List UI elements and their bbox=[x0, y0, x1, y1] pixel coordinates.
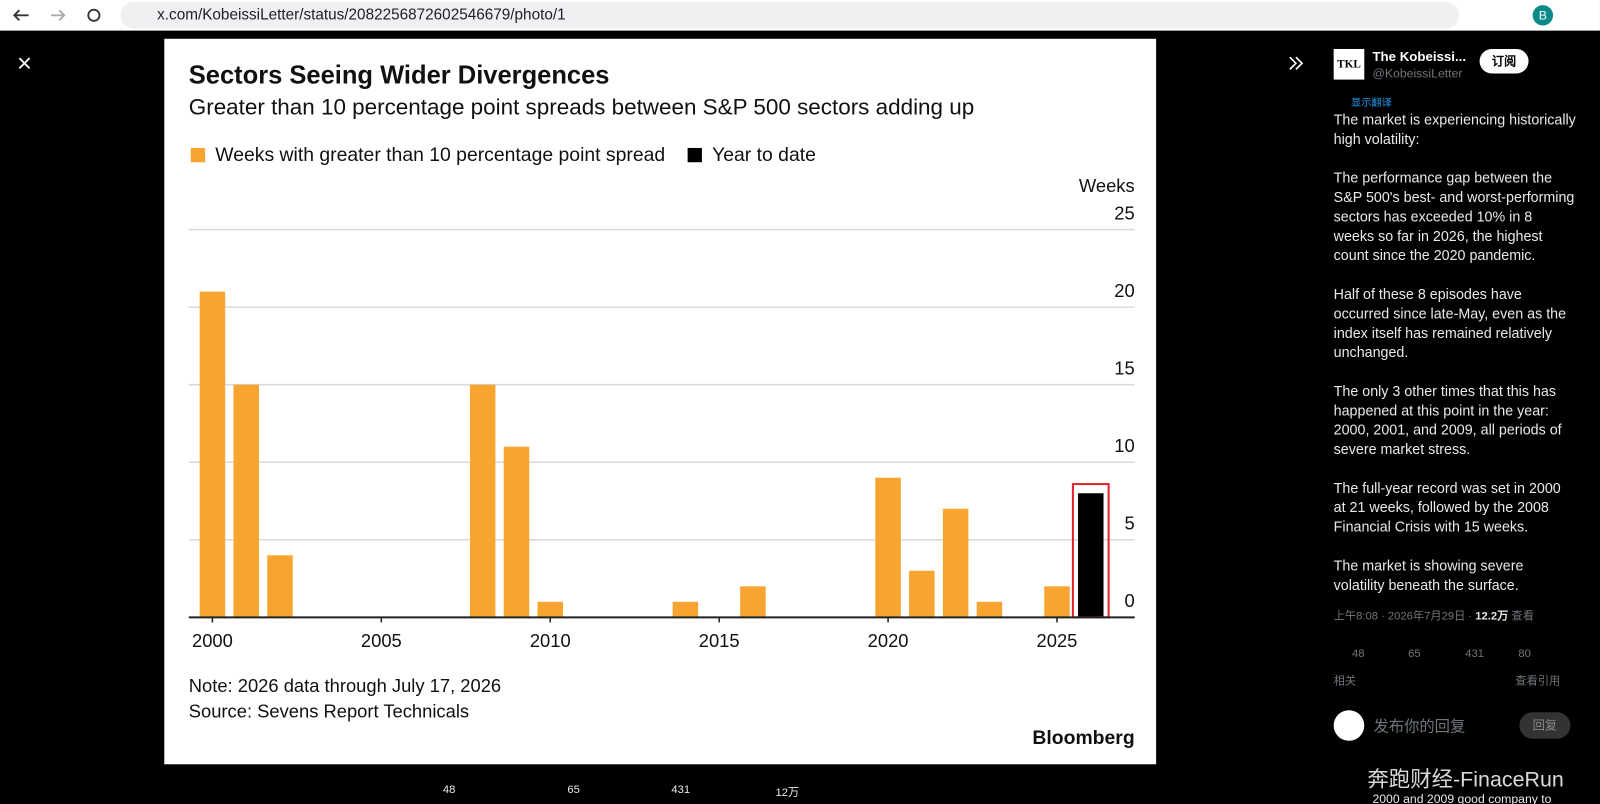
x-tick-label: 2025 bbox=[1037, 630, 1078, 651]
tweet-time: 上午8:08 · 2026年7月29日 · bbox=[1333, 610, 1476, 623]
tweet-paragraph: The market is experiencing historically … bbox=[1333, 111, 1576, 147]
bar bbox=[503, 446, 530, 618]
bar bbox=[976, 601, 1003, 618]
y-tick-label: 15 bbox=[1114, 357, 1134, 378]
note: Note: 2026 data through July 17, 2026 bbox=[189, 675, 501, 696]
photo: Sectors Seeing Wider Divergences Greater… bbox=[164, 38, 1157, 765]
watermark: 奔跑财经-FinaceRun bbox=[1367, 768, 1564, 792]
y-tick-label: 20 bbox=[1114, 280, 1134, 301]
y-tick-label: 0 bbox=[1124, 590, 1134, 611]
bar bbox=[233, 384, 259, 618]
repost-count[interactable]: 65 bbox=[1408, 647, 1421, 661]
translate-link[interactable]: 显示翻译 bbox=[1351, 97, 1392, 110]
y-tick-label: 10 bbox=[1114, 435, 1134, 456]
chart-subtitle: Greater than 10 percentage point spreads… bbox=[189, 94, 974, 119]
reply-input[interactable]: 发布你的回复 bbox=[1373, 718, 1466, 736]
bar bbox=[875, 477, 901, 618]
tweet-text: The market is experiencing historically … bbox=[1334, 110, 1577, 614]
brand: Bloomberg bbox=[1032, 727, 1134, 749]
bar bbox=[672, 601, 699, 618]
legend-label: Weeks with greater than 10 percentage po… bbox=[215, 144, 665, 166]
y-axis-label: Weeks bbox=[1079, 175, 1135, 196]
related-link[interactable]: 相关 bbox=[1333, 675, 1357, 688]
x-tick-label: 2020 bbox=[868, 630, 909, 651]
profile-icon[interactable]: B bbox=[1532, 5, 1554, 26]
author-handle[interactable]: @KobeissiLetter bbox=[1372, 66, 1463, 81]
expand-button[interactable] bbox=[1286, 53, 1306, 73]
tweet-paragraph: The only 3 other times that this has hap… bbox=[1333, 382, 1562, 458]
tweet-paragraph: The performance gap between the S&P 500'… bbox=[1333, 169, 1575, 264]
chart-title: Sectors Seeing Wider Divergences bbox=[189, 62, 610, 90]
views-label: 查看 bbox=[1511, 610, 1534, 623]
bar bbox=[537, 601, 564, 618]
bookmark-count[interactable]: 80 bbox=[1518, 647, 1531, 661]
photo-reposts[interactable]: 65 bbox=[567, 783, 580, 796]
bar bbox=[199, 291, 226, 618]
bar bbox=[267, 555, 293, 618]
browser-bar: x.com/KobeissiLetter/status/208225687260… bbox=[0, 0, 1600, 31]
quotes-link[interactable]: 查看引用 bbox=[1515, 675, 1561, 688]
x-tick-label: 2005 bbox=[361, 630, 402, 651]
legend-swatch bbox=[190, 147, 206, 163]
source: Source: Sevens Report Technicals bbox=[189, 700, 469, 721]
photo-likes[interactable]: 431 bbox=[671, 783, 691, 796]
nav-icons[interactable] bbox=[0, 0, 112, 31]
tweet-meta: 上午8:08 · 2026年7月29日 · 12.2万 查看 bbox=[1334, 607, 1534, 623]
bar bbox=[942, 508, 969, 618]
subscribe-button[interactable]: 订阅 bbox=[1479, 48, 1529, 74]
photo-replies[interactable]: 48 bbox=[442, 783, 456, 796]
like-count[interactable]: 431 bbox=[1465, 647, 1485, 661]
next-reply: 2000 and 2009 good company to bbox=[1372, 791, 1552, 804]
tweet-views: 12.2万 bbox=[1475, 610, 1509, 623]
reply-avatar bbox=[1333, 710, 1365, 741]
avatar[interactable]: TKL bbox=[1333, 48, 1365, 80]
bar bbox=[909, 570, 935, 618]
bar bbox=[469, 384, 496, 618]
y-tick-label: 25 bbox=[1114, 202, 1134, 223]
bar bbox=[1044, 586, 1070, 618]
y-tick-label: 5 bbox=[1124, 513, 1134, 534]
reply-button[interactable]: 回复 bbox=[1519, 712, 1571, 739]
chart: Sectors Seeing Wider Divergences Greater… bbox=[189, 62, 1135, 749]
x-tick-label: 2010 bbox=[530, 630, 571, 651]
bar bbox=[1078, 493, 1104, 618]
legend-label: Year to date bbox=[712, 144, 816, 166]
legend-swatch bbox=[687, 147, 702, 163]
reply-count[interactable]: 48 bbox=[1352, 647, 1365, 661]
close-button[interactable] bbox=[14, 53, 34, 73]
address-bar[interactable]: x.com/KobeissiLetter/status/208225687260… bbox=[120, 2, 1460, 29]
photo-views[interactable]: 12万 bbox=[775, 786, 800, 799]
tweet-paragraph: The full-year record was set in 2000 at … bbox=[1333, 479, 1561, 535]
x-tick-label: 2000 bbox=[192, 630, 233, 651]
tweet-paragraph: The market is showing severe volatility … bbox=[1333, 557, 1524, 593]
tweet-paragraph: Half of these 8 episodes have occurred s… bbox=[1333, 285, 1567, 361]
tweet-panel: TKL The Kobeissi... @KobeissiLetter 订阅 显… bbox=[1321, 38, 1600, 804]
x-tick-label: 2015 bbox=[699, 630, 740, 651]
bar bbox=[740, 586, 766, 618]
author-name[interactable]: The Kobeissi... bbox=[1372, 48, 1467, 65]
